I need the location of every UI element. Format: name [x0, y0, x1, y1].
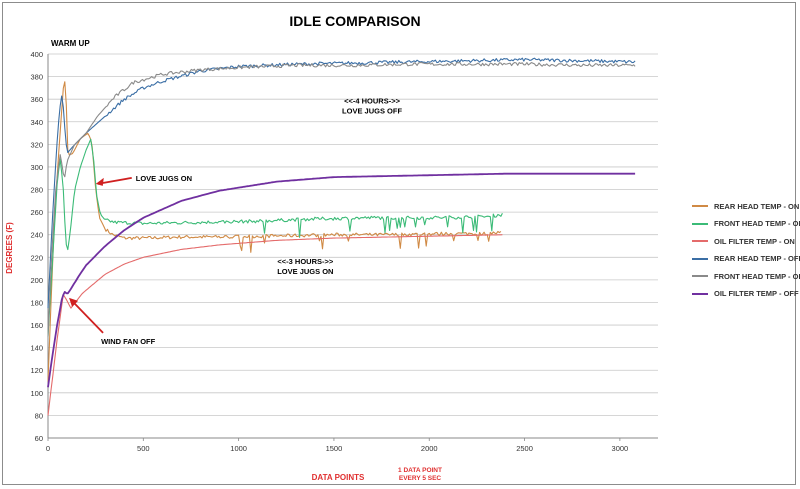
- annotation-warm-up: WARM UP: [51, 39, 90, 48]
- legend-label: OIL FILTER TEMP - ON: [714, 237, 795, 246]
- annotation-4-hours: <<-4 HOURS->> LOVE JUGS OFF: [342, 97, 402, 116]
- y-tick-label: 160: [30, 321, 43, 330]
- x-tick-label: 0: [46, 444, 50, 453]
- legend-item: REAR HEAD TEMP - OFF: [692, 251, 800, 267]
- legend-swatch: [692, 223, 708, 225]
- series-line: [48, 63, 635, 337]
- y-tick-label: 340: [30, 118, 43, 127]
- annotations: WARM UP LOVE JUGS ON WIND FAN OFF <<-4 HOUR…: [51, 39, 402, 346]
- annotation-arrow: [71, 300, 103, 333]
- legend-swatch: [692, 293, 708, 295]
- y-axis-label: DEGREES (F): [5, 222, 14, 274]
- series-line: [48, 174, 635, 388]
- series-line: [48, 58, 635, 308]
- x-tick-label: 1000: [230, 444, 247, 453]
- legend-item: OIL FILTER TEMP - OFF: [692, 286, 799, 302]
- annotation-line: <<-4 HOURS->>: [344, 97, 400, 106]
- y-tick-label: 120: [30, 366, 43, 375]
- legend-label: FRONT HEAD TEMP - OFF: [714, 272, 800, 281]
- y-tick-label: 240: [30, 231, 43, 240]
- x-axis-note-line: 1 DATA POINT: [398, 467, 442, 474]
- legend-label: REAR HEAD TEMP - OFF: [714, 254, 800, 263]
- legend-item: OIL FILTER TEMP - ON: [692, 233, 795, 249]
- legend-item: REAR HEAD TEMP - ON: [692, 198, 799, 214]
- y-tick-label: 60: [35, 434, 43, 443]
- y-tick-label: 320: [30, 140, 43, 149]
- annotation-wind-fan-off: WIND FAN OFF: [101, 337, 156, 346]
- x-axis-note: 1 DATA POINT EVERY 5 SEC: [398, 467, 442, 482]
- y-tick-label: 200: [30, 276, 43, 285]
- annotation-3-hours: <<-3 HOURS->> LOVE JUGS ON: [277, 257, 334, 276]
- x-tick-label: 2000: [421, 444, 438, 453]
- x-tick-label: 1500: [326, 444, 343, 453]
- legend-label: REAR HEAD TEMP - ON: [714, 202, 799, 211]
- annotation-love-jugs-on: LOVE JUGS ON: [136, 174, 192, 183]
- y-tick-label: 140: [30, 344, 43, 353]
- annotation-line: LOVE JUGS ON: [277, 267, 333, 276]
- y-tick-label: 180: [30, 298, 43, 307]
- annotation-line: LOVE JUGS OFF: [342, 107, 402, 116]
- y-tick-label: 220: [30, 253, 43, 262]
- y-tick-label: 80: [35, 411, 43, 420]
- x-axis-label: DATA POINTS: [312, 473, 365, 482]
- y-tick-label: 280: [30, 186, 43, 195]
- legend-swatch: [692, 240, 708, 242]
- y-tick-label: 400: [30, 50, 43, 59]
- y-tick-label: 360: [30, 95, 43, 104]
- legend-label: OIL FILTER TEMP - OFF: [714, 289, 799, 298]
- legend-swatch: [692, 205, 708, 207]
- y-tick-label: 300: [30, 163, 43, 172]
- legend-swatch: [692, 275, 708, 277]
- legend-item: FRONT HEAD TEMP - ON: [692, 216, 800, 232]
- y-tick-label: 380: [30, 73, 43, 82]
- x-tick-label: 2500: [516, 444, 533, 453]
- y-tick-label: 260: [30, 208, 43, 217]
- x-tick-label: 500: [137, 444, 150, 453]
- legend-swatch: [692, 258, 708, 260]
- x-tick-label: 3000: [612, 444, 629, 453]
- x-axis-note-line: EVERY 5 SEC: [399, 475, 442, 482]
- annotation-line: <<-3 HOURS->>: [277, 257, 333, 266]
- y-tick-label: 100: [30, 389, 43, 398]
- legend-item: FRONT HEAD TEMP - OFF: [692, 268, 800, 284]
- legend-label: FRONT HEAD TEMP - ON: [714, 219, 800, 228]
- annotation-arrowhead: [96, 178, 104, 186]
- chart-title: IDLE COMPARISON: [289, 13, 420, 29]
